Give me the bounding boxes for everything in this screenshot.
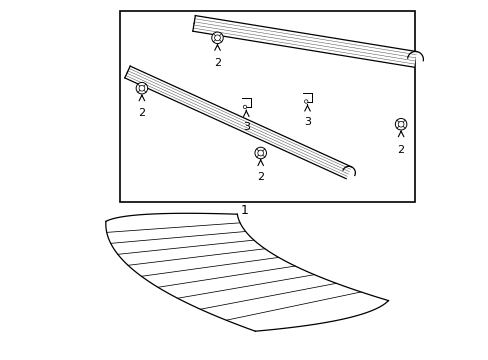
Circle shape bbox=[136, 82, 147, 94]
Polygon shape bbox=[124, 66, 351, 179]
Bar bbox=[120, 11, 415, 202]
Text: 3: 3 bbox=[243, 122, 249, 132]
Text: 2: 2 bbox=[214, 58, 221, 68]
Text: 3: 3 bbox=[304, 117, 310, 127]
Text: 2: 2 bbox=[397, 145, 404, 155]
Circle shape bbox=[243, 105, 246, 109]
Text: 2: 2 bbox=[257, 172, 264, 182]
Circle shape bbox=[254, 147, 266, 159]
Circle shape bbox=[139, 85, 144, 91]
Circle shape bbox=[257, 150, 263, 156]
Text: 1: 1 bbox=[240, 204, 248, 217]
Circle shape bbox=[214, 35, 220, 41]
Circle shape bbox=[211, 32, 223, 44]
Circle shape bbox=[394, 118, 406, 130]
Text: 2: 2 bbox=[138, 108, 145, 118]
Circle shape bbox=[304, 100, 307, 103]
Polygon shape bbox=[192, 15, 416, 67]
Circle shape bbox=[397, 121, 403, 127]
